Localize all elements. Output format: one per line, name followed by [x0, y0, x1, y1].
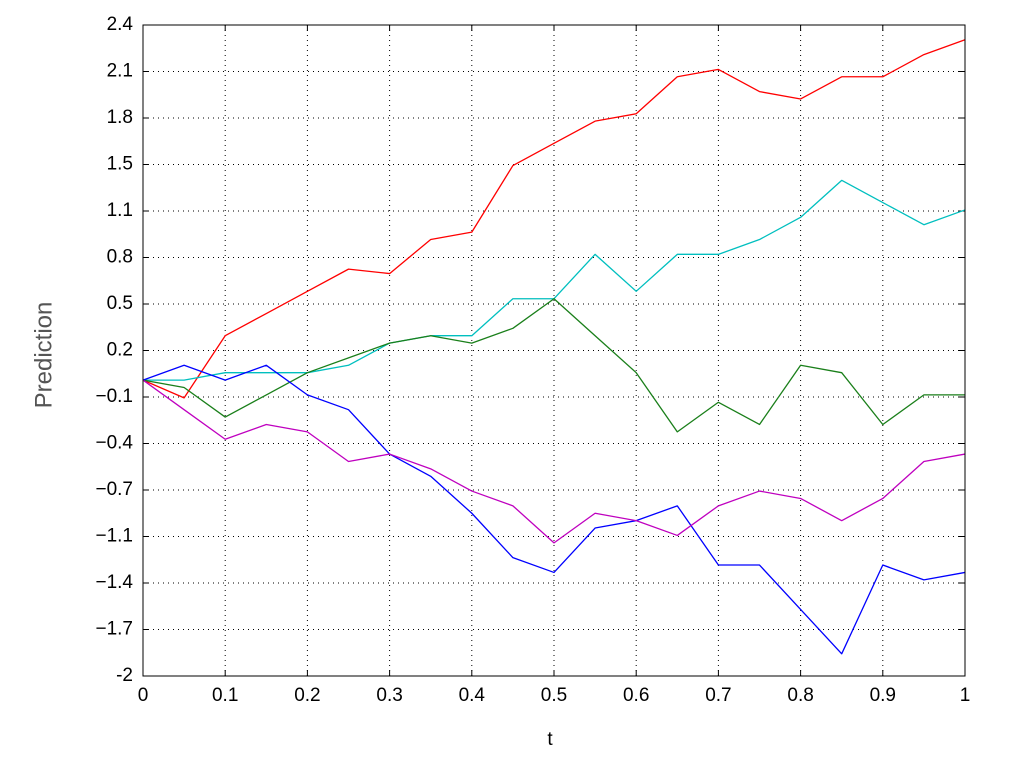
x-tick-label: 0.7 [705, 685, 731, 706]
y-tick-label: 0.8 [107, 247, 133, 268]
y-tick-label: 0.2 [107, 340, 133, 361]
x-axis-label: t [547, 729, 553, 750]
y-tick-label: −0.4 [95, 433, 133, 454]
series-line [142, 298, 965, 433]
y-tick-label: -2 [116, 665, 133, 686]
series-line [142, 379, 966, 544]
x-tick-label: 0.4 [459, 685, 486, 706]
x-tick-label: 0.9 [870, 685, 896, 706]
x-tick-label: 1 [960, 685, 971, 706]
x-tick-label: 0.1 [212, 685, 238, 706]
y-tick-label: 0.5 [107, 293, 133, 314]
x-tick-label: 0.8 [787, 685, 813, 706]
y-tick-label: −1.4 [95, 572, 133, 593]
x-tick-label: 0.5 [541, 685, 567, 706]
y-tick-label: −1.7 [95, 619, 133, 640]
x-tick-label: 0 [138, 685, 149, 706]
y-tick-label: 1.1 [107, 200, 133, 221]
y-tick-label: −0.1 [95, 386, 133, 407]
series-line [142, 364, 966, 655]
y-tick-label: 2.4 [107, 14, 134, 35]
x-tick-label: 0.6 [623, 685, 649, 706]
y-tick-label: 1.5 [107, 154, 133, 175]
y-tick-label: −1.1 [95, 526, 133, 547]
y-tick-label: −0.7 [95, 479, 133, 500]
series-line [142, 39, 966, 399]
y-tick-label: 1.8 [107, 107, 133, 128]
y-axis-label: Prediction [30, 302, 57, 409]
y-tick-label: 2.1 [107, 61, 133, 82]
plot-frame [142, 24, 966, 677]
x-tick-label: 0.2 [294, 685, 320, 706]
x-tick-label: 0.3 [376, 685, 402, 706]
